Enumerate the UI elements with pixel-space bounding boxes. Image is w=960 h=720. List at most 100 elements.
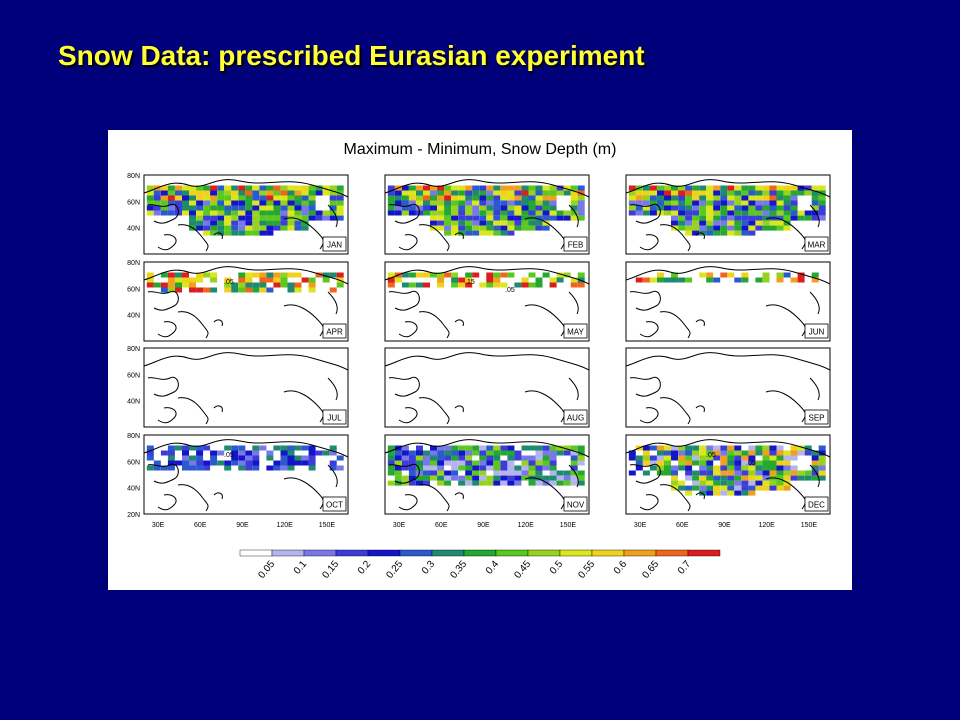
snow-cell — [287, 445, 295, 451]
coastline-segment — [659, 397, 691, 425]
snow-cell — [528, 210, 536, 216]
snow-cell — [521, 215, 529, 221]
snow-cell — [437, 225, 445, 231]
snow-cell — [657, 460, 664, 466]
snow-cell — [458, 210, 466, 216]
snow-cell — [458, 465, 466, 471]
snow-cell — [217, 185, 225, 191]
snow-cell — [167, 465, 175, 471]
snow-cell — [189, 210, 196, 216]
snow-cell — [451, 282, 459, 288]
snow-cell — [535, 450, 543, 456]
snow-cell — [486, 230, 494, 236]
snow-cell — [783, 200, 791, 206]
snow-cell — [678, 485, 686, 491]
snow-cell — [493, 190, 501, 196]
snow-cell — [769, 195, 777, 201]
snow-cell — [308, 195, 316, 201]
snow-cell — [720, 465, 728, 471]
snow-cell — [804, 475, 812, 481]
snow-cell — [146, 455, 154, 461]
snow-cell — [167, 282, 175, 288]
snow-cell — [507, 272, 515, 278]
snow-cell — [706, 485, 714, 491]
snow-cell — [301, 455, 309, 461]
snow-cell — [259, 200, 267, 206]
month-label-text: JAN — [327, 241, 342, 250]
snow-cell — [699, 475, 707, 481]
snow-cell — [671, 277, 678, 283]
snow-cell — [577, 455, 585, 461]
snow-cell — [685, 215, 693, 221]
snow-cell — [231, 455, 239, 461]
snow-cell — [642, 195, 650, 201]
lon-tick-label: 120E — [759, 522, 776, 529]
snow-cell — [748, 450, 756, 456]
snow-cell — [804, 215, 812, 221]
coastline-segment — [639, 494, 659, 511]
snow-cell — [734, 475, 742, 481]
snow-cell — [322, 277, 330, 283]
snow-cell — [301, 215, 309, 221]
snow-cell — [734, 230, 742, 236]
snow-cell — [182, 205, 189, 211]
snow-cell — [280, 210, 288, 216]
snow-cell — [387, 272, 395, 278]
colorbar-swatch — [687, 549, 721, 557]
snow-cell — [563, 210, 571, 216]
snow-cell — [671, 445, 678, 451]
snow-cell — [671, 200, 678, 206]
snow-cell — [259, 225, 267, 231]
snow-cell — [224, 460, 232, 466]
snow-cell — [570, 205, 578, 211]
snow-cell — [252, 215, 260, 221]
snow-cell — [628, 195, 636, 201]
snow-cell — [727, 475, 735, 481]
snow-cell — [437, 282, 445, 288]
snow-cell — [664, 195, 671, 201]
snow-cell — [783, 460, 791, 466]
snow-cell — [500, 465, 508, 471]
snow-cell — [444, 460, 452, 466]
snow-cell — [336, 200, 344, 206]
snow-cell — [315, 190, 323, 196]
snow-cell — [685, 195, 693, 201]
snow-cell — [727, 190, 735, 196]
snow-cell — [451, 450, 459, 456]
snow-cell — [238, 190, 246, 196]
snow-cell — [280, 200, 288, 206]
colorbar-swatch — [559, 549, 593, 557]
snow-cell — [196, 445, 204, 451]
colorbar-swatch — [495, 549, 529, 557]
snow-cell — [451, 200, 459, 206]
snow-cell — [416, 185, 423, 191]
snow-cell — [245, 205, 253, 211]
snow-cell — [479, 470, 487, 476]
snow-cell — [245, 190, 253, 196]
snow-cell — [549, 460, 557, 466]
snow-cell — [783, 455, 791, 461]
snow-cell — [486, 272, 494, 278]
snow-cell — [486, 200, 494, 206]
snow-cell — [387, 470, 395, 476]
snow-cell — [280, 190, 288, 196]
snow-cell — [458, 282, 466, 288]
snow-cell — [493, 455, 501, 461]
snow-cell — [493, 470, 501, 476]
snow-cell — [217, 215, 225, 221]
snow-cell — [741, 272, 749, 278]
snow-cell — [521, 185, 529, 191]
contour-label: .15 — [465, 279, 475, 286]
snow-cell — [783, 195, 791, 201]
snow-cell — [563, 190, 571, 196]
snow-cell — [315, 215, 323, 221]
snow-cell — [713, 490, 721, 496]
snow-cell — [408, 465, 416, 471]
snow-cell — [678, 200, 686, 206]
snow-cell — [189, 282, 196, 288]
snow-cell — [818, 205, 826, 211]
coastline-segment — [143, 179, 349, 198]
snow-cell — [437, 277, 445, 283]
snow-cell — [818, 475, 826, 481]
snow-cell — [535, 455, 543, 461]
